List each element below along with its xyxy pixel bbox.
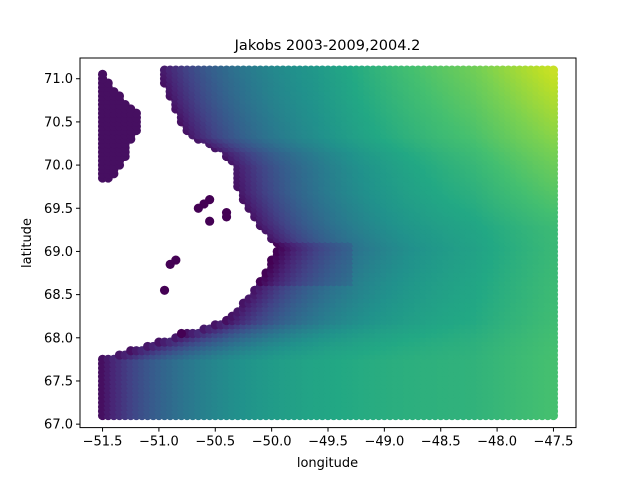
chart-title: Jakobs 2003-2009,2004.2 bbox=[234, 38, 421, 54]
data-points bbox=[97, 65, 559, 421]
